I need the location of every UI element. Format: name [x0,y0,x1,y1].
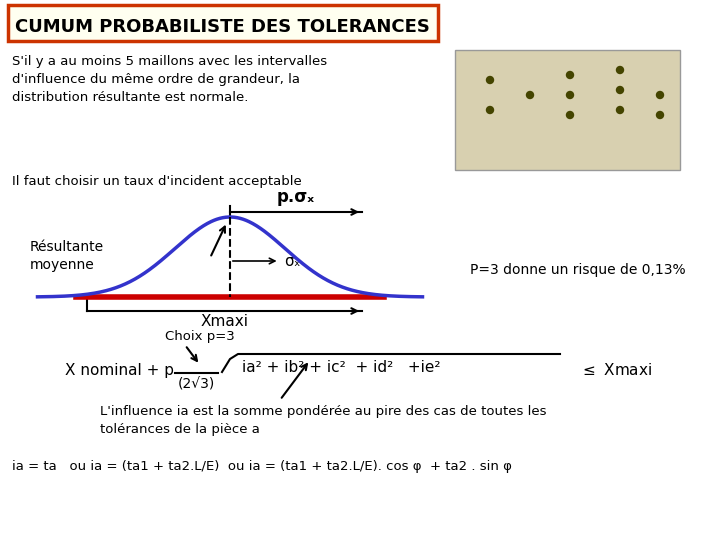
Text: Résultante
moyenne: Résultante moyenne [30,240,104,272]
Text: L'influence ia est la somme pondérée au pire des cas de toutes les
tolérances de: L'influence ia est la somme pondérée au … [100,405,546,436]
Text: p.σₓ: p.σₓ [277,188,315,206]
Text: X nominal + p: X nominal + p [65,362,174,377]
Circle shape [487,77,493,84]
Text: Xmaxi: Xmaxi [200,314,248,329]
Text: (2√3): (2√3) [178,377,215,391]
Bar [455,50,680,170]
Text: CUMUM PROBABILISTE DES TOLERANCES: CUMUM PROBABILISTE DES TOLERANCES [15,18,430,36]
Text: $\leq$ Xmaxi: $\leq$ Xmaxi [580,362,652,378]
Text: Il faut choisir un taux d'incident acceptable: Il faut choisir un taux d'incident accep… [12,175,302,188]
Circle shape [616,66,624,73]
Text: P=3 donne un risque de 0,13%: P=3 donne un risque de 0,13% [470,263,685,277]
Circle shape [657,111,664,118]
Circle shape [657,91,664,98]
Circle shape [487,106,493,113]
FancyBboxPatch shape [8,5,438,41]
Circle shape [616,106,624,113]
Text: ia² + ib² + ic²  + id²   +ie²: ia² + ib² + ic² + id² +ie² [242,361,441,375]
Text: S'il y a au moins 5 maillons avec les intervalles
d'influence du même ordre de g: S'il y a au moins 5 maillons avec les in… [12,55,327,104]
Circle shape [616,86,624,93]
Circle shape [567,71,574,78]
Circle shape [526,91,534,98]
Text: σₓ: σₓ [284,253,301,268]
Circle shape [567,91,574,98]
Text: ia = ta   ou ia = (ta1 + ta2.L/E)  ou ia = (ta1 + ta2.L/E). cos φ  + ta2 . sin φ: ia = ta ou ia = (ta1 + ta2.L/E) ou ia = … [12,460,512,473]
Text: Choix p=3: Choix p=3 [165,330,235,343]
Circle shape [567,111,574,118]
